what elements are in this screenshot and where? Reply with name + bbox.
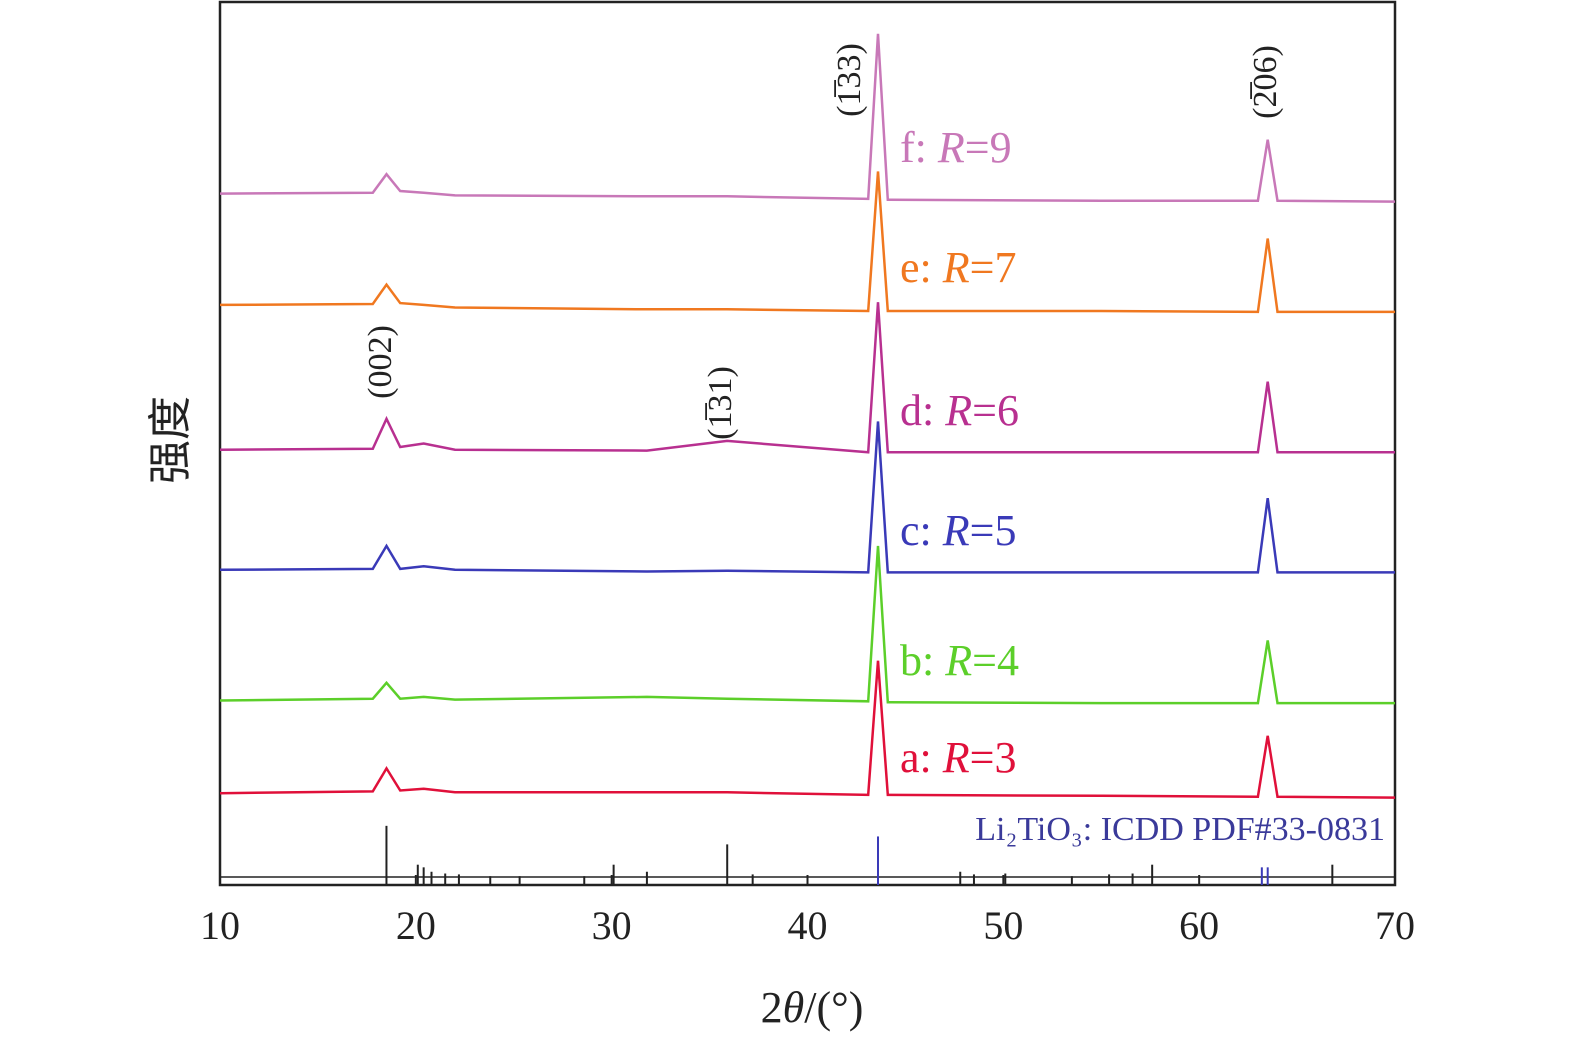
x-tick-label: 60 [1179, 903, 1219, 948]
x-tick-label: 30 [592, 903, 632, 948]
peak-annotation: (2̅06) [1247, 45, 1284, 119]
x-axis-label: 2θ/(°) [761, 983, 864, 1032]
x-tick-label: 70 [1375, 903, 1415, 948]
x-tick-label: 40 [788, 903, 828, 948]
y-axis-label: 强度 [146, 396, 195, 484]
peak-annotation: (1̅31) [702, 366, 739, 440]
series-label: c: R=5 [900, 506, 1016, 555]
series-line [219, 660, 1396, 799]
x-tick-label: 20 [396, 903, 436, 948]
reference-label: Li₂TiO₃: ICDD PDF#33-0831 [975, 811, 1385, 848]
series-line [219, 171, 1395, 314]
series-line [219, 421, 1395, 574]
plot-frame [218, 0, 1397, 887]
x-tick-label: 50 [983, 903, 1023, 948]
series-label: d: R=6 [900, 386, 1019, 435]
series-line [219, 545, 1395, 705]
peak-annotation: (002) [362, 325, 399, 399]
series-label: a: R=3 [900, 733, 1016, 782]
series-label: e: R=7 [900, 243, 1016, 292]
x-tick-label: 10 [200, 903, 240, 948]
series-label: b: R=4 [900, 636, 1019, 685]
series-line [219, 33, 1396, 203]
series-label: f: R=9 [900, 123, 1012, 172]
peak-annotation: (1̅33) [831, 43, 868, 117]
series-line [219, 302, 1395, 454]
